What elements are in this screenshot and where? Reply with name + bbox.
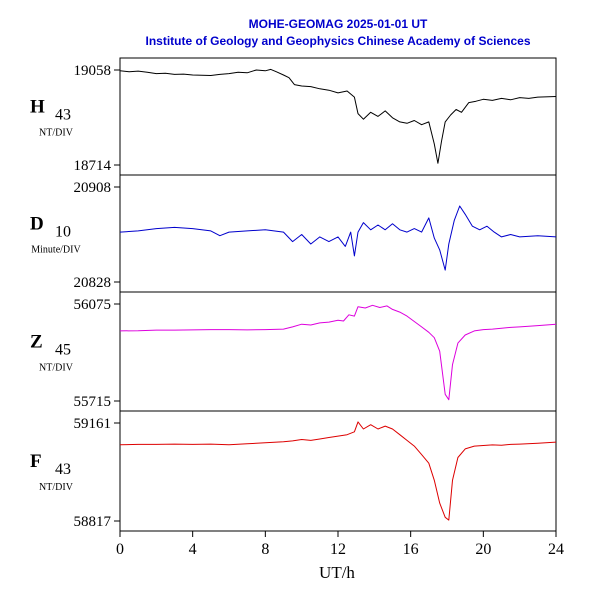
series-line-z xyxy=(119,304,557,401)
x-axis: 0 4 8 12 16 20 24 xyxy=(116,531,564,558)
panel-frame-h xyxy=(119,57,557,176)
series-line-f xyxy=(119,421,557,521)
unit-label-z: NT/DIV xyxy=(39,363,74,374)
y-tick-label-h-min: 18714 xyxy=(74,158,112,174)
scale-label-h: 43 xyxy=(55,107,71,124)
component-label-f: F xyxy=(30,451,42,472)
panel-h: 19058 18714 H 43 NT/DIV xyxy=(30,57,557,176)
x-tick-label-24: 24 xyxy=(548,541,564,558)
unit-label-f: NT/DIV xyxy=(39,482,74,493)
x-tick-label-12: 12 xyxy=(330,541,346,558)
unit-label-d: Minute/DIV xyxy=(31,245,81,256)
chart-subtitle: Institute of Geology and Geophysics Chin… xyxy=(146,34,531,48)
panel-d: 20908 20828 D 10 Minute/DIV xyxy=(30,174,557,293)
panel-frame-z xyxy=(119,291,557,412)
y-tick-label-d-max: 20908 xyxy=(74,180,112,196)
series-line-h xyxy=(119,68,557,164)
scale-label-f: 43 xyxy=(55,461,71,478)
x-tick-label-0: 0 xyxy=(116,541,124,558)
y-tick-label-f-min: 58817 xyxy=(74,514,112,530)
panel-z: 56075 55715 Z 45 NT/DIV xyxy=(30,291,557,412)
scale-label-z: 45 xyxy=(55,342,71,359)
y-tick-label-z-max: 56075 xyxy=(74,297,112,313)
x-tick-label-20: 20 xyxy=(475,541,491,558)
component-label-z: Z xyxy=(30,332,43,353)
series-line-d xyxy=(119,205,557,271)
x-tick-label-4: 4 xyxy=(189,541,197,558)
unit-label-h: NT/DIV xyxy=(39,128,74,139)
component-label-d: D xyxy=(30,214,44,235)
component-label-h: H xyxy=(30,97,45,118)
panel-frame-f xyxy=(119,410,557,532)
y-tick-label-d-min: 20828 xyxy=(74,275,112,291)
x-tick-label-16: 16 xyxy=(403,541,419,558)
x-tick-label-8: 8 xyxy=(261,541,269,558)
chart-title: MOHE-GEOMAG 2025-01-01 UT xyxy=(249,17,428,31)
y-tick-label-h-max: 19058 xyxy=(74,63,112,79)
y-tick-label-z-min: 55715 xyxy=(74,394,112,410)
y-tick-label-f-max: 59161 xyxy=(74,416,112,432)
panel-f: 59161 58817 F 43 NT/DIV xyxy=(30,410,557,532)
panel-frame-d xyxy=(119,174,557,293)
panels-group: 19058 18714 H 43 NT/DIV 20908 20828 D 10 Minute/D… xyxy=(30,57,557,532)
x-axis-label: UT/h xyxy=(319,563,355,582)
scale-label-d: 10 xyxy=(55,224,71,241)
